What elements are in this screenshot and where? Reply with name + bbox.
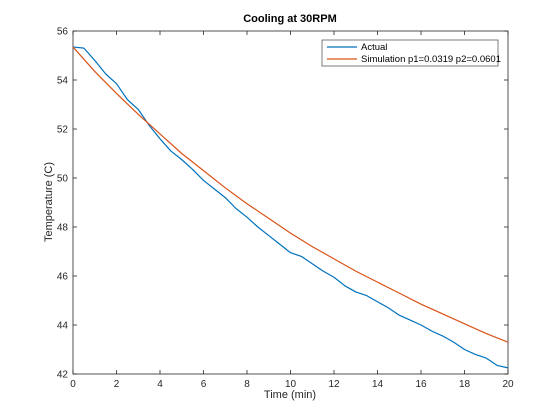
legend-box bbox=[321, 39, 499, 67]
y-tick-label: 52 bbox=[57, 125, 69, 136]
legend-label-actual: Actual bbox=[361, 42, 387, 53]
y-tick-label: 50 bbox=[57, 174, 69, 185]
series-line-actual bbox=[72, 46, 509, 369]
x-tick-label: 16 bbox=[415, 379, 427, 390]
y-tick-label: 48 bbox=[57, 223, 69, 234]
legend: Actual Simulation p1=0.0319 p2=0.0601 bbox=[321, 39, 501, 67]
x-tick-label: 12 bbox=[328, 379, 340, 390]
y-tick-label: 46 bbox=[57, 272, 69, 283]
x-tick-label: 8 bbox=[244, 379, 250, 390]
x-tick-label: 10 bbox=[285, 379, 297, 390]
x-tick-label: 2 bbox=[114, 379, 120, 390]
x-tick-label: 20 bbox=[502, 379, 514, 390]
x-tick-label: 6 bbox=[201, 379, 207, 390]
y-tick-label: 54 bbox=[57, 76, 69, 87]
y-axis-label: Temperature (C) bbox=[43, 162, 55, 242]
x-tick-label: 0 bbox=[70, 379, 76, 390]
series-lines bbox=[72, 46, 509, 369]
series-line-simulation bbox=[72, 46, 509, 343]
x-tick-label: 18 bbox=[459, 379, 471, 390]
axes-box bbox=[72, 30, 509, 375]
y-tick-label: 42 bbox=[57, 370, 69, 381]
x-tick-label: 14 bbox=[372, 379, 384, 390]
chart-title: Cooling at 30RPM bbox=[243, 13, 337, 25]
y-tick-label: 56 bbox=[57, 27, 69, 38]
x-tick-label: 4 bbox=[157, 379, 163, 390]
x-axis-label: Time (min) bbox=[264, 389, 316, 401]
legend-label-simulation: Simulation p1=0.0319 p2=0.0601 bbox=[361, 54, 501, 65]
y-tick-label: 44 bbox=[57, 321, 69, 332]
